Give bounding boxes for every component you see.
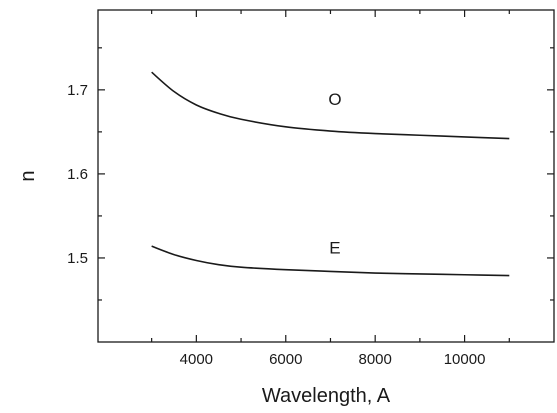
- x-axis-label: Wavelength, A: [262, 385, 391, 407]
- y-tick-label: 1.6: [67, 166, 88, 183]
- plot-frame: [97, 9, 555, 343]
- plot-frame-group: [97, 9, 555, 343]
- x-tick-label: 8000: [358, 351, 391, 368]
- y-tick-label: 1.7: [67, 82, 88, 99]
- x-tick-label: 4000: [180, 351, 213, 368]
- series-line-e: [151, 245, 510, 277]
- x-tick-label: 10000: [444, 351, 486, 368]
- series-label-o: O: [328, 90, 341, 109]
- series-lines: [151, 71, 510, 277]
- x-tick-label: 6000: [269, 351, 302, 368]
- y-tick-label: 1.5: [67, 250, 88, 267]
- y-axis-label: n: [17, 170, 39, 181]
- series-line-o: [151, 71, 510, 140]
- series-label-e: E: [329, 239, 340, 258]
- axis-ticks: [98, 10, 554, 342]
- axis-tick-labels: 4000 6000 8000 10000 1.5 1.6 1.7: [67, 82, 485, 368]
- series-labels: OE: [328, 90, 341, 258]
